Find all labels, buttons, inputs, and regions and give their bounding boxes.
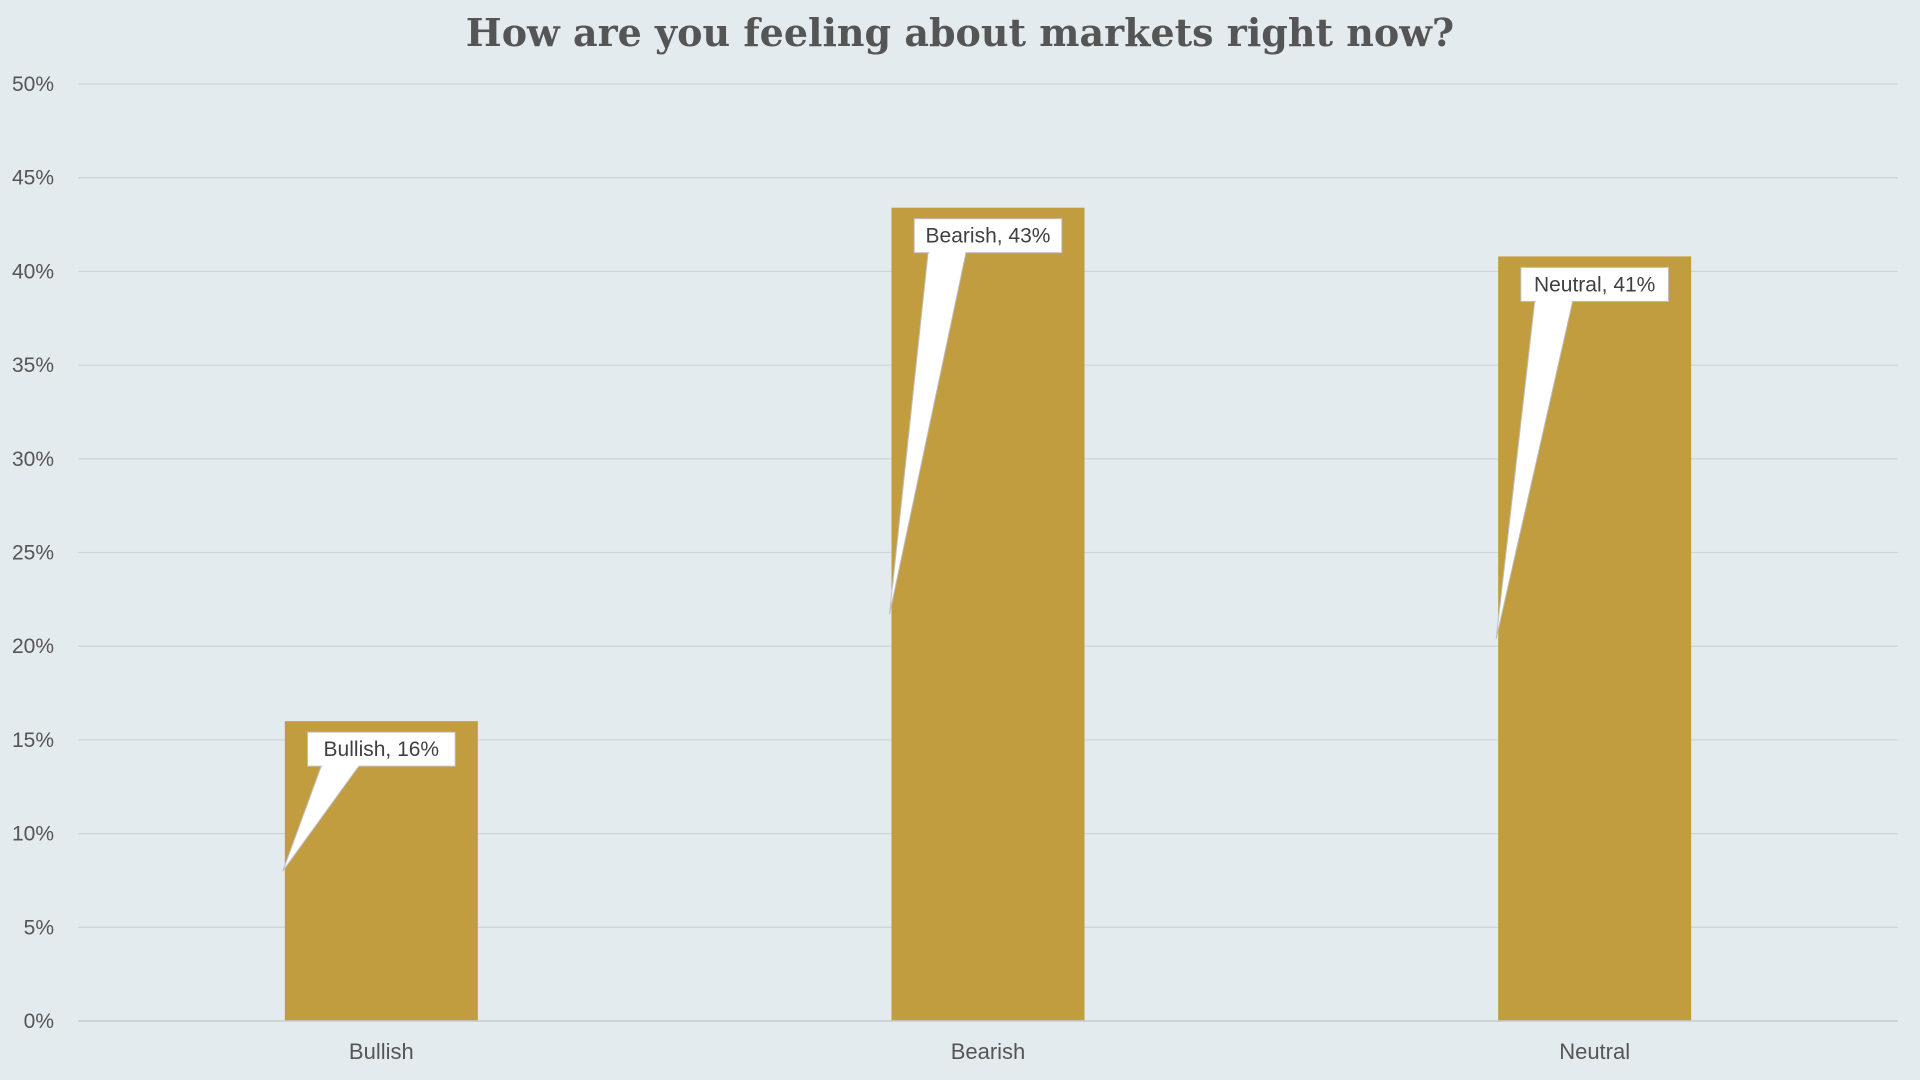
y-tick-label: 20% [12,635,54,658]
y-tick-label: 40% [12,260,54,283]
callout-box [307,731,456,767]
bar [284,721,478,1021]
data-label: Bearish, 43% [926,225,1051,248]
callout-seam [1535,298,1572,303]
x-tick-label: Neutral [1559,1039,1630,1064]
x-tick-label: Bullish [349,1039,414,1064]
y-tick-label: 30% [12,448,54,471]
data-label: Bullish, 16% [324,738,440,761]
y-tick-label: 25% [12,542,54,565]
y-tick-label: 0% [24,1010,54,1033]
data-label-callout: Neutral, 41% [1495,266,1669,639]
y-tick-label: 5% [24,916,54,939]
callout-seam [929,249,966,254]
x-tick-label: Bearish [951,1039,1026,1064]
callout-box [913,218,1063,254]
data-label: Neutral, 41% [1534,273,1655,296]
y-tick-label: 10% [12,823,54,846]
data-label-callout: Bearish, 43% [889,218,1063,615]
y-tick-label: 35% [12,354,54,377]
y-tick-label: 45% [12,167,54,190]
callout-seam [322,763,359,768]
chart-title: How are you feeling about markets right … [465,10,1455,55]
data-label-callout: Bullish, 16% [282,731,456,872]
callout-box [1520,266,1669,302]
y-tick-label: 50% [12,73,54,96]
y-tick-label: 15% [12,729,54,752]
